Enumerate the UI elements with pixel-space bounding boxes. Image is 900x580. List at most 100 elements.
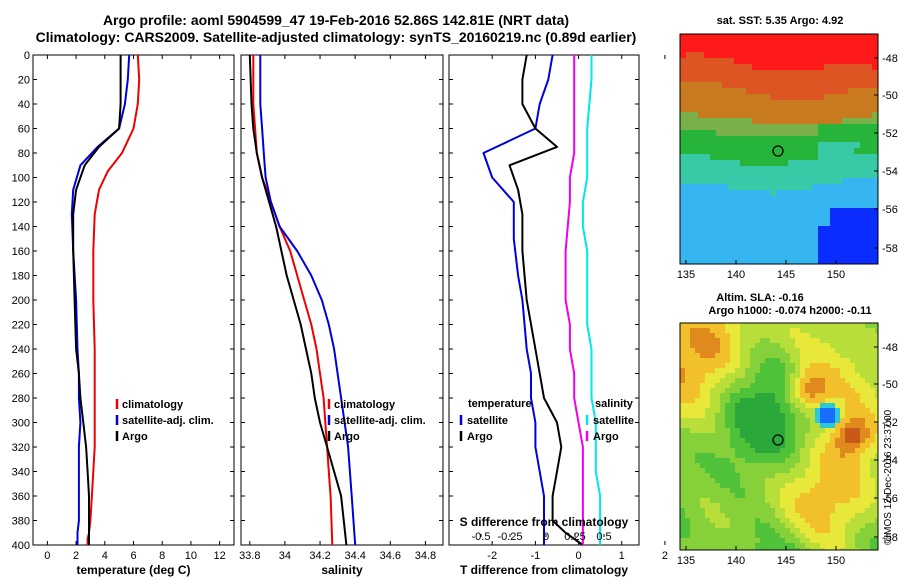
map-cell — [735, 343, 740, 348]
map-cell — [685, 518, 690, 523]
map-cell — [842, 34, 848, 40]
map-cell — [698, 238, 704, 244]
map-cell — [686, 172, 692, 178]
legend-entry: Argo — [593, 431, 619, 443]
map-cell — [700, 513, 705, 518]
map-cell — [830, 172, 836, 178]
map-cell — [845, 383, 850, 388]
map-cell — [815, 453, 820, 458]
map-cell — [716, 232, 722, 238]
map-cell — [865, 333, 870, 338]
map-cell — [855, 498, 860, 503]
map-cell — [745, 503, 750, 508]
map-cell — [686, 196, 692, 202]
map-cell — [690, 383, 695, 388]
map-cell — [750, 438, 755, 443]
map-cell — [842, 76, 848, 82]
map-cell — [805, 343, 810, 348]
map-cell — [815, 543, 820, 548]
map-cell — [788, 124, 794, 130]
map-cell — [770, 428, 775, 433]
map-cell — [860, 433, 865, 438]
map-cell — [770, 538, 775, 543]
map-cell — [704, 184, 710, 190]
map-cell — [865, 543, 870, 548]
map-cell — [700, 353, 705, 358]
map-cell — [728, 178, 734, 184]
map-cell — [758, 130, 764, 136]
map-cell — [752, 88, 758, 94]
map-cell — [824, 178, 830, 184]
map-cell — [810, 548, 815, 550]
map-cell — [800, 94, 806, 100]
map-cell — [825, 333, 830, 338]
map-cell — [755, 478, 760, 483]
map-cell — [855, 413, 860, 418]
map-cell — [764, 226, 770, 232]
map-cell — [698, 34, 704, 40]
map-cell — [760, 458, 765, 463]
map-cell — [785, 413, 790, 418]
map-cell — [716, 184, 722, 190]
map-cell — [770, 160, 776, 166]
map-cell — [815, 333, 820, 338]
map-cell — [855, 383, 860, 388]
map-cell — [840, 378, 845, 383]
map-cell — [795, 528, 800, 533]
map-cell — [848, 166, 854, 172]
map-cell — [785, 383, 790, 388]
map-cell — [776, 166, 782, 172]
map-cell — [710, 142, 716, 148]
map-cell — [758, 88, 764, 94]
map-cell — [835, 443, 840, 448]
map-cell — [722, 166, 728, 172]
map-cell — [755, 523, 760, 528]
map-cell — [836, 226, 842, 232]
map-cell — [740, 408, 745, 413]
map-cell — [695, 443, 700, 448]
map-cell — [848, 160, 854, 166]
map-cell — [760, 353, 765, 358]
x-tick-label: 8 — [159, 550, 165, 562]
map-cell — [855, 513, 860, 518]
map-cell — [805, 338, 810, 343]
map-cell — [800, 353, 805, 358]
map-cell — [730, 413, 735, 418]
map-cell — [734, 52, 740, 58]
map-cell — [855, 463, 860, 468]
map-cell — [794, 76, 800, 82]
map-cell — [680, 368, 685, 373]
map-cell — [740, 184, 746, 190]
map-cell — [794, 34, 800, 40]
map-cell — [785, 543, 790, 548]
map-cell — [842, 118, 848, 124]
map-cell — [764, 148, 770, 154]
map-cell — [680, 523, 685, 528]
map-cell — [770, 64, 776, 70]
map-cell — [782, 202, 788, 208]
map-cell — [720, 503, 725, 508]
map-cell — [730, 378, 735, 383]
map-cell — [685, 343, 690, 348]
map-cell — [752, 166, 758, 172]
map-cell — [818, 220, 824, 226]
map-cell — [788, 184, 794, 190]
map-cell — [686, 64, 692, 70]
map-cell — [815, 418, 820, 423]
map-cell — [788, 166, 794, 172]
series-line-s-argo — [564, 55, 584, 545]
map-cell — [835, 413, 840, 418]
map-cell — [800, 523, 805, 528]
map-cell — [860, 348, 865, 353]
map-cell — [845, 523, 850, 528]
map-cell — [730, 508, 735, 513]
map-cell — [775, 543, 780, 548]
map-cell — [848, 172, 854, 178]
map-cell — [780, 483, 785, 488]
map-cell — [850, 328, 855, 333]
map-cell — [725, 413, 730, 418]
map-cell — [820, 378, 825, 383]
map-cell — [776, 112, 782, 118]
map-cell — [780, 343, 785, 348]
map-cell — [870, 413, 875, 418]
